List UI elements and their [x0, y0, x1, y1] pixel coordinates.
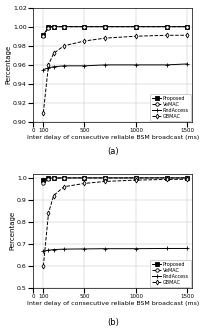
Line: GBMAC: GBMAC: [42, 177, 189, 268]
VeMAC: [166, 25, 168, 29]
VeMAC: [135, 25, 137, 29]
RndAccess: [135, 63, 137, 67]
X-axis label: Inter delay of consecutive reliable BSM broadcast (ms): Inter delay of consecutive reliable BSM …: [27, 301, 199, 306]
Line: VeMAC: VeMAC: [42, 25, 189, 38]
RndAccess: [42, 68, 45, 72]
Legend: Proposed, VeMAC, RndAccess, GBMAC: Proposed, VeMAC, RndAccess, GBMAC: [150, 260, 191, 287]
Proposed: [52, 176, 55, 180]
RndAccess: [186, 62, 189, 66]
VeMAC: [135, 176, 137, 180]
Text: (b): (b): [107, 318, 119, 327]
GBMAC: [52, 51, 55, 55]
GBMAC: [104, 36, 106, 40]
GBMAC: [104, 179, 106, 183]
VeMAC: [83, 176, 86, 180]
Proposed: [42, 33, 45, 37]
Proposed: [135, 176, 137, 180]
GBMAC: [166, 177, 168, 181]
RndAccess: [42, 249, 45, 253]
VeMAC: [186, 176, 189, 180]
Proposed: [52, 25, 55, 29]
VeMAC: [104, 25, 106, 29]
Proposed: [135, 25, 137, 29]
GBMAC: [135, 178, 137, 182]
RndAccess: [104, 63, 106, 67]
Line: RndAccess: RndAccess: [41, 62, 190, 72]
Proposed: [186, 176, 189, 180]
RndAccess: [104, 247, 106, 251]
VeMAC: [83, 25, 86, 29]
Proposed: [83, 176, 86, 180]
GBMAC: [166, 33, 168, 37]
VeMAC: [47, 177, 50, 181]
GBMAC: [186, 33, 189, 37]
VeMAC: [63, 176, 65, 180]
Line: RndAccess: RndAccess: [41, 246, 190, 253]
VeMAC: [42, 34, 45, 38]
GBMAC: [135, 34, 137, 38]
VeMAC: [166, 176, 168, 180]
Y-axis label: Percentage: Percentage: [6, 45, 12, 85]
GBMAC: [47, 63, 50, 67]
RndAccess: [52, 65, 55, 69]
VeMAC: [52, 176, 55, 180]
RndAccess: [63, 64, 65, 68]
RndAccess: [135, 247, 137, 251]
Proposed: [42, 178, 45, 182]
GBMAC: [47, 211, 50, 215]
RndAccess: [166, 63, 168, 67]
Proposed: [63, 176, 65, 180]
RndAccess: [47, 66, 50, 70]
Line: Proposed: Proposed: [42, 176, 189, 182]
VeMAC: [52, 25, 55, 29]
RndAccess: [47, 248, 50, 252]
X-axis label: Inter delay of consecutive reliable BSM broadcast (ms): Inter delay of consecutive reliable BSM …: [27, 135, 199, 140]
RndAccess: [83, 64, 86, 68]
GBMAC: [83, 39, 86, 43]
VeMAC: [47, 26, 50, 30]
GBMAC: [52, 193, 55, 197]
VeMAC: [63, 25, 65, 29]
GBMAC: [63, 185, 65, 189]
Proposed: [186, 25, 189, 29]
Line: Proposed: Proposed: [42, 25, 189, 37]
RndAccess: [63, 247, 65, 251]
VeMAC: [104, 176, 106, 180]
Proposed: [63, 25, 65, 29]
RndAccess: [186, 246, 189, 250]
GBMAC: [186, 177, 189, 181]
Line: GBMAC: GBMAC: [42, 34, 189, 114]
GBMAC: [63, 44, 65, 48]
RndAccess: [52, 247, 55, 251]
VeMAC: [186, 25, 189, 29]
GBMAC: [42, 111, 45, 115]
Proposed: [83, 25, 86, 29]
Proposed: [104, 25, 106, 29]
Proposed: [47, 25, 50, 29]
GBMAC: [83, 181, 86, 185]
VeMAC: [42, 181, 45, 185]
RndAccess: [83, 247, 86, 251]
RndAccess: [166, 246, 168, 250]
Proposed: [166, 25, 168, 29]
Text: (a): (a): [107, 147, 119, 156]
GBMAC: [42, 264, 45, 268]
Legend: Proposed, VeMAC, RndAccess, GBMAC: Proposed, VeMAC, RndAccess, GBMAC: [150, 94, 191, 121]
Proposed: [166, 176, 168, 180]
Line: VeMAC: VeMAC: [42, 176, 189, 185]
Proposed: [104, 176, 106, 180]
Y-axis label: Percentage: Percentage: [10, 211, 16, 250]
Proposed: [47, 176, 50, 180]
